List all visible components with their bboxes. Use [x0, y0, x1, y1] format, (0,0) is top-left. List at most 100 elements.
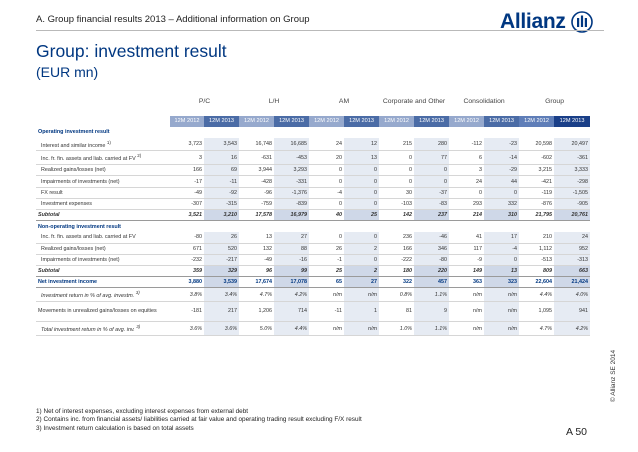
- table-cell: 99: [274, 265, 310, 278]
- table-cell: -307: [170, 198, 204, 211]
- table-cell: -331: [274, 175, 310, 188]
- year-header-2012: 12M 2012: [170, 116, 204, 127]
- year-header-row: 12M 2012 12M 2013 12M 2012 12M 2013 12M …: [36, 116, 591, 127]
- table-body: Operating investment result Interest and …: [36, 127, 591, 336]
- table-cell: -46: [414, 231, 450, 244]
- table-cell: n/m: [309, 287, 345, 303]
- table-cell: -905: [554, 198, 591, 211]
- table-cell: 3.4%: [204, 287, 239, 303]
- row-label-text: Investment expenses: [41, 200, 92, 207]
- table-cell: 215: [379, 137, 415, 152]
- table-cell: 217: [204, 301, 239, 323]
- table-cell: 16,979: [274, 209, 310, 222]
- footnote: 3) Investment return calculation is base…: [36, 424, 194, 432]
- table-cell: 44: [484, 175, 520, 188]
- table-cell: -298: [554, 175, 591, 188]
- table-cell: 214: [449, 209, 485, 222]
- table-cell: 3,210: [204, 209, 239, 222]
- investment-result-table: P/C L/H AM Corporate and Other Consolida…: [36, 96, 591, 336]
- table-cell: -421: [519, 175, 555, 188]
- table-cell: -96: [239, 187, 274, 199]
- group-header: L/H: [268, 98, 280, 105]
- row-label-text: Movements in unrealized gains/losses on …: [38, 308, 157, 315]
- table-cell: 220: [414, 265, 450, 278]
- net-investment-income-row: Net investment income 3,880 3,539 17,674 17,…: [36, 276, 591, 289]
- row-label-text: Realized gains/losses (net): [41, 245, 106, 252]
- table-cell: 4.0%: [554, 287, 591, 303]
- table-cell: -14: [484, 150, 520, 166]
- table-cell: 3,215: [519, 164, 555, 177]
- footnote: 1) Net of interest expenses, excluding i…: [36, 408, 249, 415]
- table-cell: 280: [414, 137, 450, 152]
- table-cell: n/m: [344, 321, 380, 336]
- table-cell: 1,112: [519, 243, 555, 255]
- table-cell: -11: [204, 175, 239, 188]
- investment-return-row: Investment return in % of avg. investm. …: [36, 287, 591, 303]
- table-cell: -80: [170, 231, 204, 244]
- table-cell: 0: [484, 187, 520, 199]
- table-cell: 714: [274, 301, 310, 323]
- table-cell: 236: [379, 231, 415, 244]
- row-label: Subtotal: [36, 265, 170, 278]
- group-header: Group: [545, 98, 564, 105]
- table-cell: -513: [519, 254, 555, 266]
- table-cell: 27: [274, 231, 310, 244]
- section-header-row: Operating investment result: [36, 127, 590, 138]
- table-cell: 1,095: [519, 301, 555, 323]
- footnote: 2) Contains inc. from financial assets/ …: [36, 416, 362, 424]
- table-cell: 132: [239, 243, 274, 255]
- table-cell: 3: [449, 164, 485, 177]
- table-cell: -453: [274, 150, 310, 166]
- table-cell: 0: [449, 187, 485, 199]
- table-cell: 0: [379, 175, 415, 188]
- table-cell: -4: [484, 243, 520, 255]
- table-cell: 346: [414, 243, 450, 255]
- table-cell: 149: [449, 265, 485, 278]
- table-cell: 1,206: [239, 301, 274, 323]
- table-cell: -17: [170, 175, 204, 188]
- table-cell: 0: [344, 231, 380, 244]
- table-cell: -876: [519, 198, 555, 211]
- table-cell: 16,685: [274, 137, 310, 152]
- table-cell: -4: [309, 187, 345, 199]
- table-cell: 16: [204, 150, 239, 166]
- table-cell: 41: [449, 231, 485, 244]
- table-cell: 457: [414, 276, 450, 289]
- table-cell: 0: [344, 164, 380, 177]
- table-cell: 0: [484, 254, 520, 266]
- table-cell: n/m: [484, 301, 520, 323]
- table-cell: 81: [379, 301, 415, 323]
- table-cell: 24: [309, 137, 345, 152]
- table-cell: 27: [344, 276, 380, 289]
- table-row: Impairments of investments (net) -232 -217…: [36, 254, 591, 266]
- page-number: A 50: [566, 426, 588, 438]
- year-header-2013: 12M 2013: [414, 116, 450, 127]
- table-cell: -103: [379, 198, 415, 211]
- table-cell: 0: [309, 175, 345, 188]
- table-cell: n/m: [449, 321, 485, 336]
- table-cell: 13: [484, 265, 520, 278]
- row-label-text: Impairments of investments (net): [41, 178, 120, 185]
- table-cell: n/m: [484, 287, 520, 303]
- header-title: A. Group financial results 2013 – Additi…: [36, 14, 310, 25]
- table-cell: 180: [379, 265, 415, 278]
- row-label: Subtotal: [36, 209, 170, 222]
- table-cell: 20,598: [519, 137, 555, 152]
- footnotes: 1) Net of interest expenses, excluding i…: [36, 408, 362, 433]
- table-row: Impairments of investments (net) -17 -11 -4…: [36, 175, 591, 188]
- year-header-2013: 12M 2013: [274, 116, 310, 127]
- row-label-text: Realized gains/losses (net): [41, 167, 106, 174]
- year-header-2013: 12M 2013: [204, 116, 239, 127]
- table-cell: 3: [170, 150, 204, 166]
- movements-row: Movements in unrealized gains/losses on …: [36, 301, 591, 323]
- table-cell: 4.2%: [554, 321, 591, 336]
- table-cell: 88: [274, 243, 310, 255]
- table-cell: 3,543: [204, 137, 239, 152]
- row-label-text: FX result: [41, 189, 63, 196]
- year-header-2012: 12M 2012: [239, 116, 274, 127]
- table-cell: 3,333: [554, 164, 591, 177]
- table-cell: 210: [519, 231, 555, 244]
- row-label: Investment expenses: [36, 198, 170, 211]
- table-cell: 17,674: [239, 276, 274, 289]
- table-row: Inc. fr. fin. assets and liab. carried a…: [36, 150, 591, 166]
